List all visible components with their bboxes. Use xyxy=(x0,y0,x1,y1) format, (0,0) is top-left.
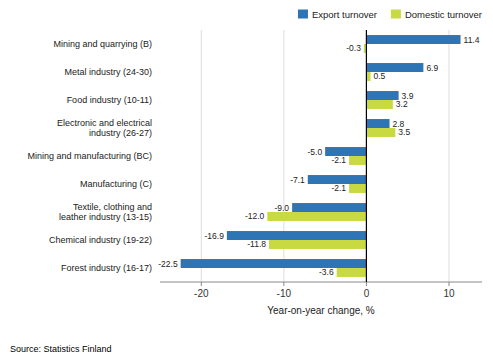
tick-label: 10 xyxy=(443,288,455,299)
bar xyxy=(337,268,367,277)
bar xyxy=(267,212,366,221)
bar xyxy=(181,259,367,268)
category-label: Mining and quarrying (B) xyxy=(53,39,152,49)
legend-label: Domestic turnover xyxy=(405,9,482,20)
bar xyxy=(366,91,398,100)
category-label: Food industry (10-11) xyxy=(67,95,152,105)
tick-mark xyxy=(283,282,284,286)
data-label: -16.9 xyxy=(205,231,225,241)
source-note: Source: Statistics Finland xyxy=(10,344,112,354)
data-label: -9.0 xyxy=(274,203,289,213)
data-label: -12.0 xyxy=(245,211,265,221)
bar xyxy=(366,128,395,137)
category-label: Forest industry (16-17) xyxy=(61,263,152,273)
tick-label: -20 xyxy=(194,288,209,299)
legend: Export turnover Domestic turnover xyxy=(298,9,482,20)
data-label: -2.1 xyxy=(331,155,346,165)
data-label: 11.4 xyxy=(464,35,480,45)
bar xyxy=(366,35,460,44)
data-label: -3.6 xyxy=(319,267,334,277)
category-label: Electronic and electricalindustry (26-27… xyxy=(57,118,152,139)
legend-swatch xyxy=(391,10,401,19)
bar xyxy=(269,240,366,249)
grid xyxy=(201,30,449,282)
bar xyxy=(292,203,366,212)
data-label: -5.0 xyxy=(307,147,322,157)
tick-mark xyxy=(201,282,202,286)
bar xyxy=(349,184,366,193)
x-axis-label: Year-on-year change, % xyxy=(267,305,375,316)
bar xyxy=(366,100,392,109)
category-label: Manufacturing (C) xyxy=(80,179,152,189)
data-label: 6.9 xyxy=(426,63,438,73)
category-label: Metal industry (24-30) xyxy=(64,67,152,77)
tick-mark xyxy=(448,282,449,286)
category-label: Chemical industry (19-22) xyxy=(49,235,152,245)
grid-line xyxy=(201,30,202,282)
bars xyxy=(181,35,461,277)
legend-swatch xyxy=(298,10,308,19)
data-label: -11.8 xyxy=(247,239,266,249)
data-label: -22.5 xyxy=(158,259,178,269)
tick-mark xyxy=(366,282,367,286)
x-axis-line xyxy=(160,282,482,283)
tick-label: -10 xyxy=(277,288,292,299)
data-label: 0.5 xyxy=(374,71,386,81)
bar xyxy=(366,119,389,128)
data-label: -2.1 xyxy=(331,183,346,193)
chart: -20-1001011.46.93.92.8-5.0-7.1-9.0-16.9-… xyxy=(0,0,493,360)
bar xyxy=(366,72,370,81)
tick-label: 0 xyxy=(364,288,370,299)
bar xyxy=(349,156,366,165)
category-label: Textile, clothing andleather industry (1… xyxy=(59,202,152,223)
grid-line xyxy=(366,30,367,282)
grid-line xyxy=(448,30,449,282)
data-label: 3.5 xyxy=(398,127,410,137)
zero-line xyxy=(366,30,367,282)
data-label: 3.2 xyxy=(396,99,408,109)
data-label: -7.1 xyxy=(290,175,305,185)
data-label: -0.3 xyxy=(346,43,361,53)
category-label: Mining and manufacturing (BC) xyxy=(27,151,152,161)
legend-label: Export turnover xyxy=(312,9,377,20)
